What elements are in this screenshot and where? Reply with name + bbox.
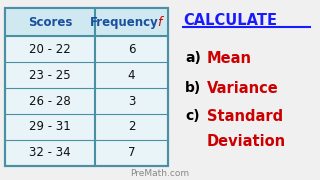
Text: c): c) [185,109,200,123]
Text: 4: 4 [128,69,135,82]
Text: 20 - 22: 20 - 22 [29,42,71,55]
Text: f: f [157,15,162,28]
Text: Deviation: Deviation [207,134,286,148]
Text: PreMath.com: PreMath.com [131,168,189,177]
Text: 6: 6 [128,42,135,55]
Text: a): a) [185,51,201,65]
Text: 32 - 34: 32 - 34 [29,147,71,159]
Text: b): b) [185,81,201,95]
Text: Frequency: Frequency [90,15,159,28]
Text: 26 - 28: 26 - 28 [29,94,71,107]
Text: 23 - 25: 23 - 25 [29,69,71,82]
Text: Mean: Mean [207,51,252,66]
Text: Variance: Variance [207,80,279,96]
Text: Standard: Standard [207,109,283,123]
FancyBboxPatch shape [5,8,168,166]
Text: Scores: Scores [28,15,72,28]
Text: CALCULATE: CALCULATE [183,12,277,28]
Text: 3: 3 [128,94,135,107]
Text: 29 - 31: 29 - 31 [29,120,71,134]
Text: 7: 7 [128,147,135,159]
FancyBboxPatch shape [5,8,168,36]
Text: 2: 2 [128,120,135,134]
